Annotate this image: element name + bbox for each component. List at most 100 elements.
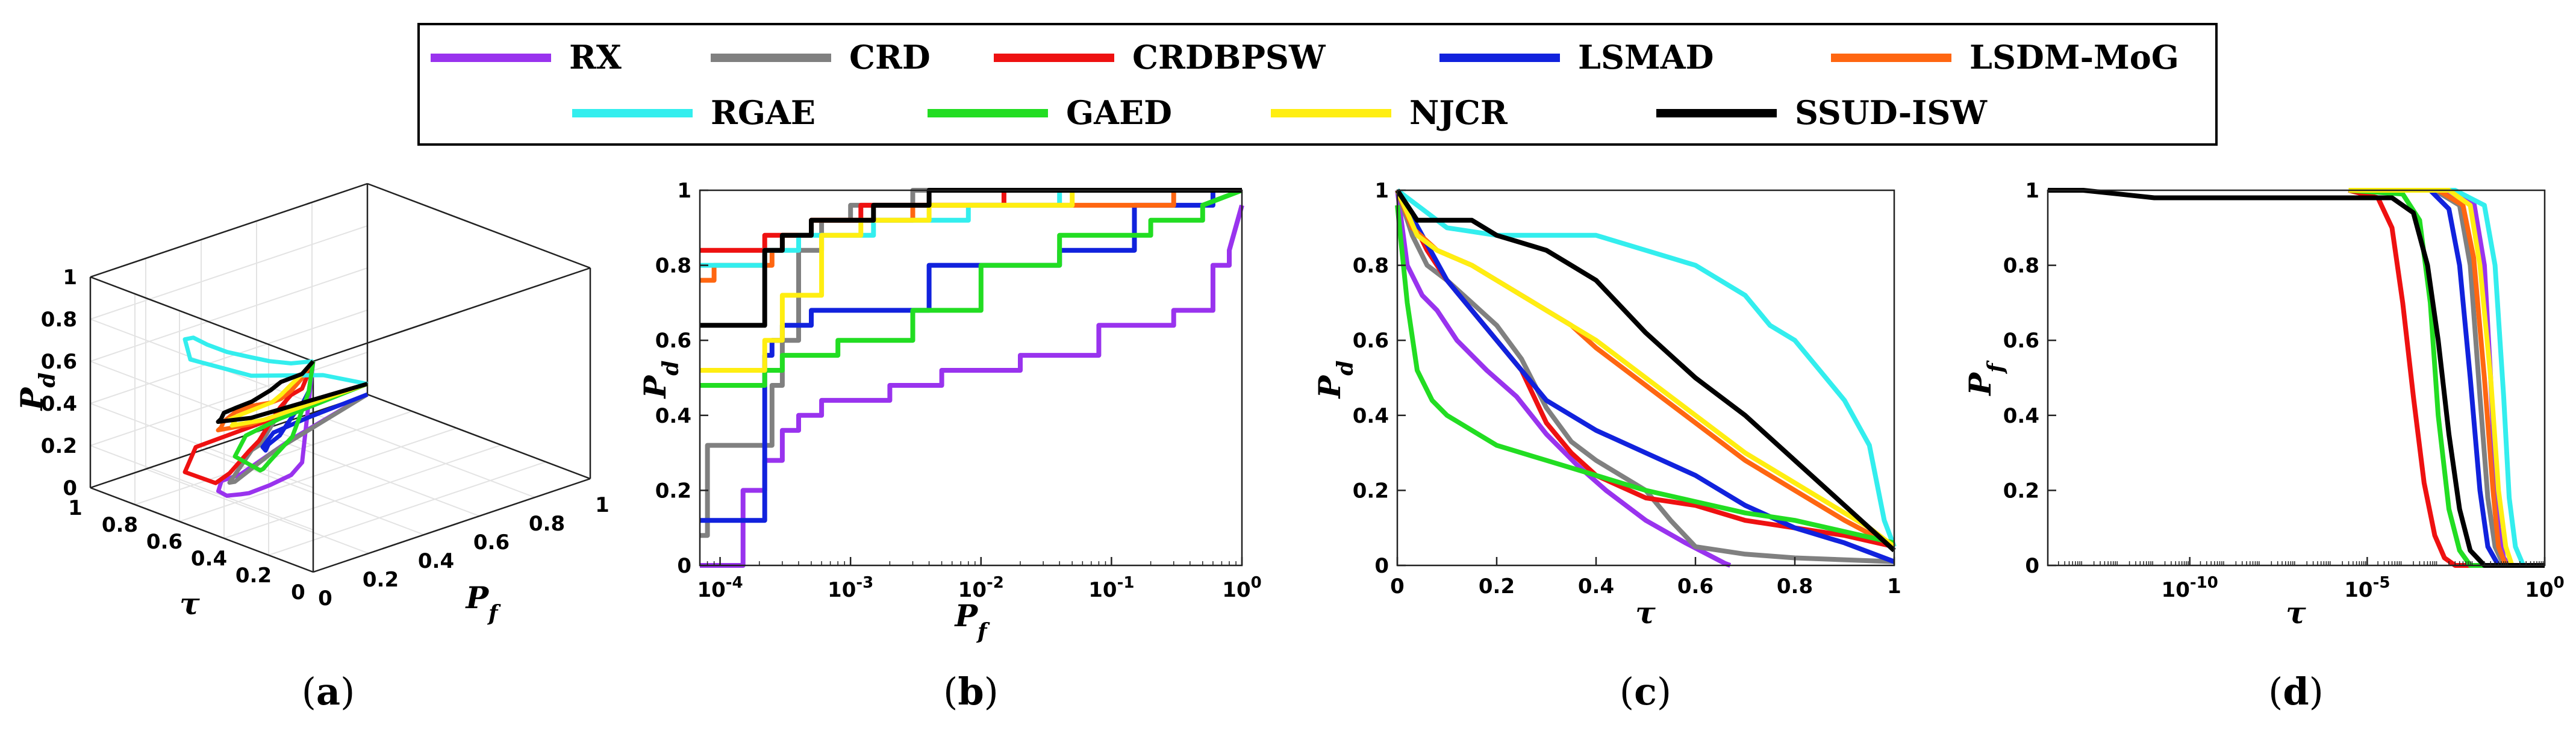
grid-a-floor-pf: [311, 412, 535, 498]
box-edge-a-3: [90, 487, 314, 573]
legend-label-njcr: NJCR: [1409, 93, 1508, 132]
panel-label-1: (b): [943, 670, 999, 714]
ytick-d-1: 0.2: [2003, 479, 2039, 503]
series-a-rgae: [182, 335, 368, 386]
chart-c-pd-tau: 0 0.2 0.4 0.6 0.8 1 0 0.2 0.4 0.6 0.8 1 τ Pd: [1312, 179, 1901, 630]
xtick-b-1-base: 10: [828, 578, 856, 602]
xtick-c-3: 0.6: [1677, 574, 1714, 599]
ytick-d-5: 1: [2025, 179, 2039, 203]
legend-label-crdbpsw: CRDBPSW: [1132, 38, 1326, 76]
series-c-rx: [1395, 190, 1732, 568]
legend-label-ssud-isw: SSUD-ISW: [1795, 93, 1988, 132]
tick-a-tau-4: 0.8: [102, 513, 138, 537]
plot-frame-c: [1396, 189, 1895, 567]
xtick-d-2-exp: 0: [2554, 574, 2565, 592]
xtick-d-0-base: 10: [2162, 578, 2190, 602]
box-edge-a-0: [313, 477, 591, 573]
legend-label-rgae: RGAE: [711, 93, 816, 132]
xtick-b-3: 10-1: [1088, 574, 1134, 602]
tick-a-tau-2: 0.4: [191, 547, 227, 571]
axis-b-ylabel-sub: d: [658, 361, 684, 376]
series-d-lsdm-mog: [2348, 188, 2545, 568]
legend-label-lsdm-mog: LSDM-MoG: [1969, 38, 2179, 76]
panel-label-close: ): [984, 670, 999, 714]
axis-b-xlabel-main: P: [953, 598, 978, 633]
xtick-b-0-exp: -4: [726, 574, 743, 592]
ytick-c-4: 0.8: [1353, 254, 1389, 278]
ytick-c-3: 0.6: [1353, 329, 1389, 353]
panel-label-2: (c): [1620, 670, 1671, 714]
grid-a-back-pd: [90, 225, 368, 320]
axis-a-zlabel-main: P: [14, 387, 49, 411]
tick-a-pf-0: 0: [318, 586, 332, 611]
series-d-lsmad: [2348, 188, 2545, 568]
panel-label-open: (: [943, 670, 958, 714]
series-c-lsmad: [1395, 189, 1895, 564]
series-c-ssud-isw: [1395, 188, 1896, 553]
legend: RX CRD CRDBPSW LSMAD LSDM-MoG RGAE GAED NJCR SSU…: [417, 23, 2218, 146]
xtick-b-3-base: 10: [1088, 578, 1117, 602]
ytick-b-0: 0: [677, 554, 691, 578]
xtick-c-2: 0.4: [1578, 574, 1614, 599]
series-b-njcr: [700, 188, 1242, 373]
ytick-b-2: 0.4: [655, 404, 691, 428]
axis-a-xlabel: Pf: [464, 580, 501, 626]
axis-a-xlabel-sub: f: [487, 601, 501, 626]
grid-a-floor-pf: [256, 431, 480, 517]
xtick-c-1: 0.2: [1479, 574, 1515, 599]
grid-a-side-pd: [90, 445, 314, 530]
series-c-rgae: [1396, 188, 1897, 548]
xtick-d-2-base: 10: [2525, 578, 2553, 602]
xtick-b-4-base: 10: [1222, 578, 1250, 602]
box-edge-a-6: [90, 182, 368, 278]
tick-a-tau-3: 0.6: [146, 530, 182, 554]
xtick-d-1: 10-5: [2344, 574, 2390, 602]
plot-frame-b: [699, 189, 1243, 567]
box-edge-a-5: [367, 182, 591, 269]
legend-label-rx: RX: [569, 38, 622, 76]
series-d-gaed: [2348, 188, 2545, 568]
xtick-b-2-exp: -2: [987, 574, 1004, 592]
panel-label-letter: c: [1634, 670, 1657, 714]
series-b-rx: [700, 204, 1244, 568]
ytick-d-4: 0.8: [2003, 254, 2039, 278]
ytick-b-3: 0.6: [655, 329, 691, 353]
panel-label-close: ): [1657, 670, 1671, 714]
legend-label-gaed: GAED: [1066, 93, 1172, 132]
axis-b-xlabel-sub: f: [976, 619, 990, 644]
ytick-d-2: 0.4: [2003, 404, 2039, 428]
panel-label-0: (a): [302, 670, 355, 714]
panel-label-3: (d): [2268, 670, 2324, 714]
tick-a-pd-2: 0.4: [41, 392, 77, 416]
xtick-b-1: 10-3: [828, 574, 873, 602]
legend-label-lsmad: LSMAD: [1578, 38, 1714, 76]
axis-a-zlabel: Pd: [14, 373, 60, 412]
tick-a-pf-2: 0.4: [418, 549, 454, 573]
series-d-rgae: [2348, 188, 2545, 568]
series-a-crdbpsw: [182, 360, 369, 485]
xtick-b-2: 10-2: [958, 574, 1004, 602]
legend-label-crd: CRD: [849, 38, 931, 76]
box-edge-a-1: [367, 393, 591, 480]
ytick-b-5: 1: [677, 179, 691, 203]
tick-a-tau-0: 0: [291, 580, 305, 605]
xtick-b-4-exp: 0: [1251, 574, 1262, 592]
xtick-c-4: 0.8: [1777, 574, 1813, 599]
panel-label-letter: b: [958, 670, 984, 714]
panel-label-letter: d: [2283, 670, 2309, 714]
series-a-lsdm-mog: [216, 360, 369, 432]
tick-a-pf-1: 0.2: [363, 568, 399, 592]
series-a-njcr: [227, 359, 369, 428]
xtick-b-4: 100: [1222, 574, 1261, 602]
series-c-njcr: [1395, 189, 1896, 549]
xtick-b-1-exp: -3: [856, 574, 873, 592]
tick-a-pd-0: 0: [63, 476, 77, 500]
xtick-d-0: 10-10: [2162, 574, 2218, 602]
chart-a-3d-roc: 00.20.40.60.8100.20.40.60.8100.20.40.60.…: [14, 182, 610, 626]
grid-a-floor-tau: [223, 444, 502, 539]
series-b-gaed: [700, 188, 1243, 388]
axis-c-xlabel: τ: [1635, 595, 1656, 630]
xtick-d-0-exp: -10: [2190, 574, 2218, 592]
